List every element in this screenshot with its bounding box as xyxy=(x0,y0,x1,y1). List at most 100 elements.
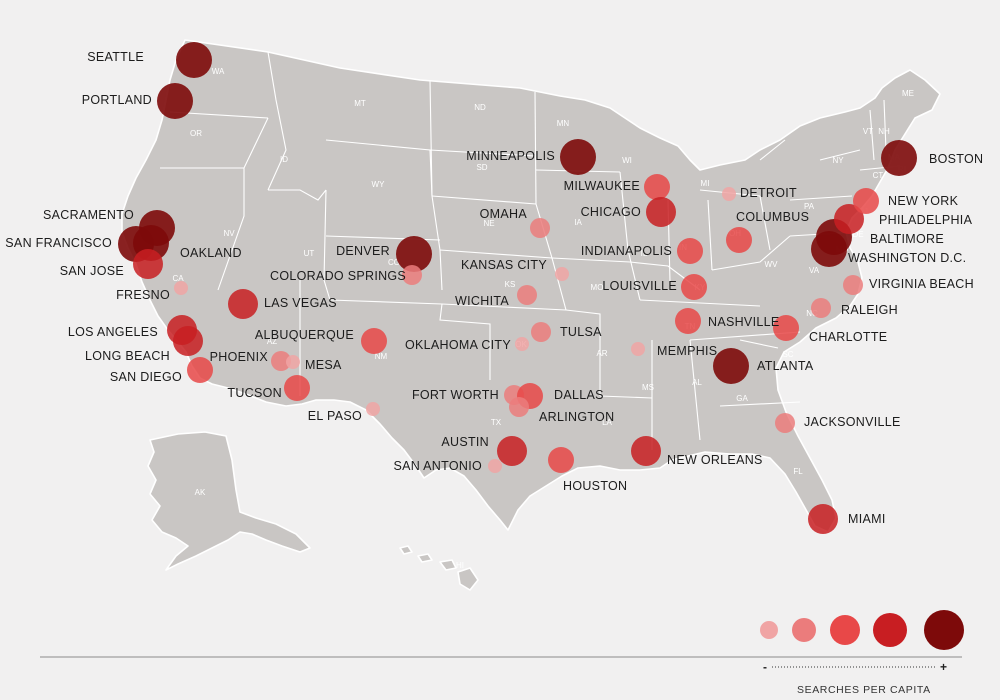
city-label-new-york: NEW YORK xyxy=(888,194,959,208)
city-label-raleigh: RALEIGH xyxy=(841,303,898,317)
state-abbr-va: VA xyxy=(809,266,820,275)
city-label-las-vegas: LAS VEGAS xyxy=(264,296,337,310)
city-bubble-columbus[interactable] xyxy=(726,227,752,253)
state-abbr-ca: CA xyxy=(172,274,184,283)
state-abbr-ct: CT xyxy=(873,171,884,180)
city-label-houston: HOUSTON xyxy=(563,479,627,493)
state-abbr-il: IL xyxy=(641,249,648,258)
city-bubble-denver[interactable] xyxy=(396,236,432,272)
city-bubble-san-diego[interactable] xyxy=(187,357,213,383)
city-bubble-atlanta[interactable] xyxy=(713,348,749,384)
city-bubble-wichita[interactable] xyxy=(517,285,537,305)
city-bubble-tulsa[interactable] xyxy=(531,322,551,342)
city-label-boston: BOSTON xyxy=(929,152,983,166)
city-label-milwaukee: MILWAUKEE xyxy=(564,179,640,193)
city-label-arlington: ARLINGTON xyxy=(539,410,614,424)
city-bubble-milwaukee[interactable] xyxy=(644,174,670,200)
city-bubble-nashville[interactable] xyxy=(675,308,701,334)
city-bubble-memphis[interactable] xyxy=(631,342,645,356)
state-abbr-ga: GA xyxy=(736,394,748,403)
city-label-san-diego: SAN DIEGO xyxy=(110,370,182,384)
legend-high-sign: + xyxy=(940,660,947,674)
city-bubble-colorado-springs[interactable] xyxy=(402,265,422,285)
city-bubble-austin[interactable] xyxy=(497,436,527,466)
state-abbr-nd: ND xyxy=(474,103,486,112)
city-bubble-oklahoma-city[interactable] xyxy=(515,337,529,351)
city-bubble-new-york[interactable] xyxy=(853,188,879,214)
city-bubble-seattle[interactable] xyxy=(176,42,212,78)
state-abbr-sd: SD xyxy=(476,163,487,172)
city-label-fort-worth: FORT WORTH xyxy=(412,388,499,402)
legend: - + SEARCHES PER CAPITA xyxy=(40,610,964,696)
city-bubble-boston[interactable] xyxy=(881,140,917,176)
state-abbr-vt: VT xyxy=(863,127,873,136)
city-label-atlanta: ATLANTA xyxy=(757,359,814,373)
city-label-tulsa: TULSA xyxy=(560,325,602,339)
city-bubble-jacksonville[interactable] xyxy=(775,413,795,433)
legend-bubble-level-2 xyxy=(792,618,816,642)
city-bubble-houston[interactable] xyxy=(548,447,574,473)
city-label-minneapolis: MINNEAPOLIS xyxy=(466,149,555,163)
city-bubble-san-jose[interactable] xyxy=(133,249,163,279)
city-label-seattle: SEATTLE xyxy=(87,50,144,64)
city-bubble-minneapolis[interactable] xyxy=(560,139,596,175)
city-bubble-arlington[interactable] xyxy=(509,397,529,417)
state-abbr-ia: IA xyxy=(574,218,582,227)
city-bubble-san-antonio[interactable] xyxy=(488,459,502,473)
state-abbr-wy: WY xyxy=(372,180,386,189)
city-label-philadelphia: PHILADELPHIA xyxy=(879,213,973,227)
city-bubble-fresno[interactable] xyxy=(174,281,188,295)
city-label-colorado-springs: COLORADO SPRINGS xyxy=(270,269,406,283)
city-bubble-las-vegas[interactable] xyxy=(228,289,258,319)
alaska-shape xyxy=(147,431,311,571)
city-label-fresno: FRESNO xyxy=(116,288,170,302)
city-bubble-philadelphia[interactable] xyxy=(834,204,864,234)
city-label-san-jose: SAN JOSE xyxy=(60,264,124,278)
city-bubble-long-beach[interactable] xyxy=(173,326,203,356)
legend-bubble-level-5 xyxy=(924,610,964,650)
city-bubble-portland[interactable] xyxy=(157,83,193,119)
city-label-san-antonio: SAN ANTONIO xyxy=(393,459,482,473)
city-label-sacramento: SACRAMENTO xyxy=(43,208,134,222)
city-bubble-tucson[interactable] xyxy=(284,375,310,401)
city-bubble-louisville[interactable] xyxy=(681,274,707,300)
city-bubble-omaha[interactable] xyxy=(530,218,550,238)
city-bubble-phoenix[interactable] xyxy=(271,351,291,371)
city-bubble-chicago[interactable] xyxy=(646,197,676,227)
city-bubble-charlotte[interactable] xyxy=(773,315,799,341)
city-label-chicago: CHICAGO xyxy=(581,205,641,219)
state-abbr-wa: WA xyxy=(212,67,225,76)
city-bubble-indianapolis[interactable] xyxy=(677,238,703,264)
state-borders xyxy=(160,51,901,450)
city-label-omaha: OMAHA xyxy=(480,207,528,221)
city-bubble-el-paso[interactable] xyxy=(366,402,380,416)
city-bubble-raleigh[interactable] xyxy=(811,298,831,318)
state-abbr-tx: TX xyxy=(491,418,502,427)
state-abbr-al: AL xyxy=(692,378,702,387)
state-abbr-ne: NE xyxy=(483,219,494,228)
state-abbr-wv: WV xyxy=(765,260,779,269)
city-bubble-detroit[interactable] xyxy=(722,187,736,201)
city-labels: SEATTLE PORTLAND SACRAMENTO SAN FRANCISCO OA… xyxy=(5,50,983,526)
city-label-san-francisco: SAN FRANCISCO xyxy=(5,236,112,250)
state-abbr-mn: MN xyxy=(557,119,570,128)
city-label-mesa: MESA xyxy=(305,358,342,372)
state-abbr-la: LA xyxy=(602,418,612,427)
city-label-washington-d-c: WASHINGTON D.C. xyxy=(848,251,966,265)
city-label-miami: MIAMI xyxy=(848,512,886,526)
city-bubble-albuquerque[interactable] xyxy=(361,328,387,354)
city-bubble-virginia-beach[interactable] xyxy=(843,275,863,295)
city-bubble-miami[interactable] xyxy=(808,504,838,534)
legend-bubble-level-4 xyxy=(873,613,907,647)
city-label-kansas-city: KANSAS CITY xyxy=(461,258,547,272)
state-abbr-fl: FL xyxy=(793,467,803,476)
city-label-columbus: COLUMBUS xyxy=(736,210,809,224)
city-bubble-new-orleans[interactable] xyxy=(631,436,661,466)
state-abbr-nv: NV xyxy=(223,229,235,238)
city-label-nashville: NASHVILLE xyxy=(708,315,779,329)
city-label-virginia-beach: VIRGINIA BEACH xyxy=(869,277,974,291)
city-bubble-mesa[interactable] xyxy=(286,355,300,369)
city-label-oakland: OAKLAND xyxy=(180,246,242,260)
city-bubble-kansas-city[interactable] xyxy=(555,267,569,281)
